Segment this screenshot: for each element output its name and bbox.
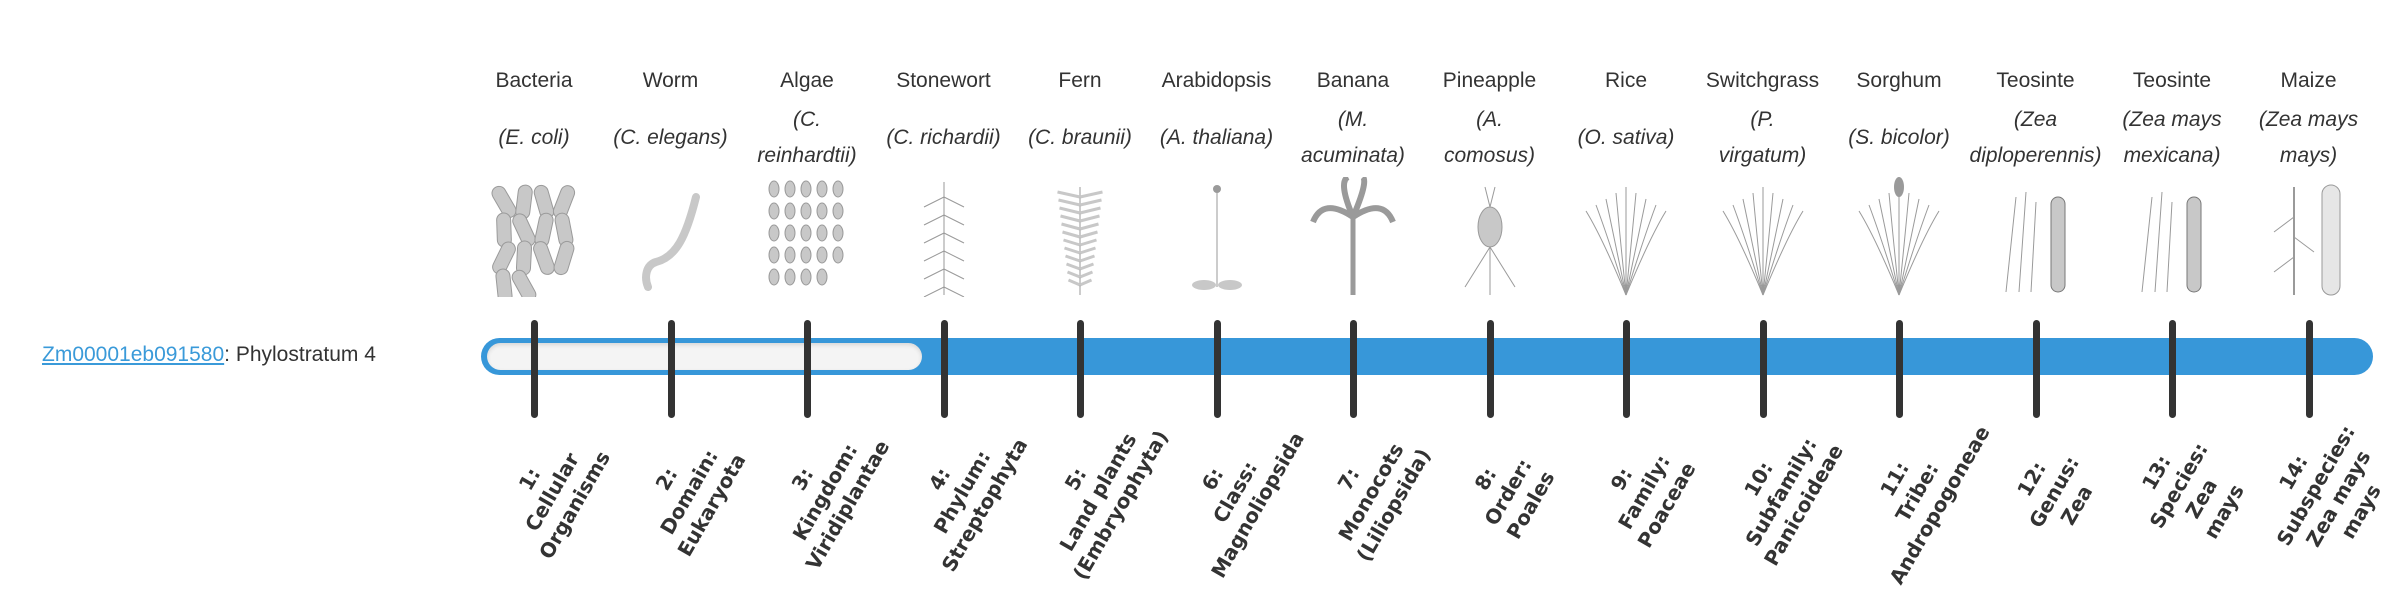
sorghum-illustration (1858, 177, 1940, 296)
fern-illustration (1057, 187, 1103, 295)
common-name: Banana (1316, 69, 1390, 92)
stratum-label: 12: Genus: Zea (2000, 439, 2107, 546)
scientific-name-line: diploperennis) (1969, 144, 2102, 167)
stratum-tick (1486, 320, 1494, 418)
teosinte-illustration (2141, 191, 2202, 293)
stratum-tick (667, 320, 675, 418)
scientific-name: (Zea mays mexicana) (2100, 98, 2244, 178)
scientific-name: (A. thaliana) (1145, 98, 1289, 178)
banana-illustration (1310, 177, 1396, 295)
common-name: Maize (2280, 69, 2337, 92)
common-name: Switchgrass (1705, 69, 1820, 92)
scientific-name: (Zea diploperennis) (1964, 98, 2108, 178)
switchgrass-illustration (1722, 187, 1803, 296)
rice-illustration (1585, 187, 1667, 296)
stratum-label: 3: Kingdom: Viridiplantae (755, 410, 895, 575)
scientific-name-line: virgatum) (1718, 144, 1807, 167)
phylostratum-text: : Phylostratum 4 (224, 343, 376, 366)
common-name: Sorghum (1856, 69, 1942, 92)
scientific-name: (O. sativa) (1554, 98, 1698, 178)
stratum-tick (1077, 320, 1084, 418)
stratum-label: 9: Family: Poaceae (1587, 432, 1702, 553)
common-name: Teosinte (2132, 69, 2212, 92)
scientific-name: (P. virgatum) (1691, 98, 1835, 178)
pineapple-illustration (1464, 186, 1515, 295)
stratum-label: 4: Phylum: Streptophyta (890, 408, 1032, 577)
scientific-name-line: (Zea mays (2258, 108, 2359, 131)
scientific-name: (A. comosus) (1418, 98, 1562, 178)
stratum-tick (2032, 320, 2040, 418)
common-name: Arabidopsis (1161, 69, 1272, 92)
stratum-label: 1: Cellular Organisms (488, 420, 616, 563)
common-name: Pineapple (1442, 69, 1537, 92)
scientific-name-line: (A. thaliana) (1159, 126, 1274, 149)
phylostratum-empty-segment (487, 343, 922, 370)
common-name: Teosinte (1996, 69, 2075, 92)
scientific-name: (C. elegans) (599, 98, 743, 178)
scientific-name-line: (C. elegans) (613, 126, 728, 149)
stratum-label: 10: Subfamily: Panicoideae (1713, 414, 1849, 571)
scientific-name-line: (P. (1750, 108, 1775, 131)
gene-phylostratum-label: Zm00001eb091580: Phylostratum 4 (42, 340, 376, 370)
scientific-name-line: mexicana) (2123, 144, 2221, 167)
scientific-name-line: (O. sativa) (1577, 126, 1675, 149)
common-name: Algae (780, 69, 834, 92)
stratum-label: 6: Class: Magnoliopsida (1160, 401, 1310, 582)
gene-id-link[interactable]: Zm00001eb091580 (42, 343, 225, 366)
common-name: Bacteria (495, 69, 573, 92)
scientific-name: (C. reinhardtii) (735, 98, 879, 178)
stratum-label: 5: Land plants (Embryophyta) (1022, 400, 1174, 585)
arabidopsis-illustration (1191, 185, 1242, 290)
scientific-name-line: acuminata) (1301, 144, 1405, 167)
scientific-name-line: (E. coli) (498, 126, 570, 149)
scientific-name-line: (C. richardii) (886, 126, 1001, 149)
stratum-tick (804, 320, 811, 418)
stratum-tick (2305, 320, 2313, 418)
scientific-name: (C. braunii) (1008, 98, 1152, 178)
stonewort-illustration (923, 182, 964, 297)
stratum-tick (531, 320, 538, 418)
stratum-tick (1896, 320, 1903, 418)
scientific-name-line: mays) (2279, 144, 2338, 167)
stratum-tick (2169, 320, 2176, 418)
scientific-name: (C. richardii) (872, 98, 1016, 178)
scientific-name-line: comosus) (1443, 144, 1536, 167)
stratum-label: 8: Order: Poales (1455, 440, 1560, 544)
stratum-label: 14: Subspecies: Zea mays mays (2248, 408, 2400, 577)
scientific-name-line: reinhardtii) (757, 144, 857, 167)
stratum-tick (1350, 320, 1357, 418)
algae-illustration (768, 180, 844, 286)
scientific-name: (Zea mays mays) (2237, 98, 2381, 178)
scientific-name-line: (Zea mays (2122, 108, 2222, 131)
stratum-tick (940, 320, 948, 418)
scientific-name: (M. acuminata) (1281, 98, 1425, 178)
stratum-label: 13: Species: Zea mays (2121, 425, 2258, 559)
scientific-name-line: (C. (793, 108, 821, 131)
scientific-name-line: (Zea (2013, 108, 2058, 131)
scientific-name-line: (C. braunii) (1028, 126, 1132, 149)
stratum-tick (1759, 320, 1767, 418)
maize-illustration (2273, 184, 2340, 296)
stratum-tick (1213, 320, 1221, 418)
scientific-name-line: (M. (1337, 108, 1369, 131)
common-name: Worm (642, 69, 699, 92)
scientific-name-line: (A. (1476, 108, 1503, 131)
stratum-label: 7: Monocots (Liliopsida) (1306, 418, 1437, 566)
scientific-name: (E. coli) (462, 98, 606, 178)
common-name: Rice (1604, 69, 1647, 92)
teosinte-illustration (2005, 191, 2065, 293)
phylostratum-bar (481, 338, 2373, 375)
common-name: Fern (1058, 69, 1102, 92)
scientific-name-line: (S. bicolor) (1848, 126, 1950, 149)
common-name: Stonewort (896, 69, 991, 92)
worm-illustration (641, 193, 700, 291)
stratum-label: 11: Tribe: Andropogoneae (1839, 395, 1996, 589)
stratum-tick (1623, 320, 1630, 418)
scientific-name: (S. bicolor) (1827, 98, 1971, 178)
bacteria-illustration (491, 184, 576, 297)
stratum-label: 2: Domain: Eukaryota (626, 423, 751, 561)
